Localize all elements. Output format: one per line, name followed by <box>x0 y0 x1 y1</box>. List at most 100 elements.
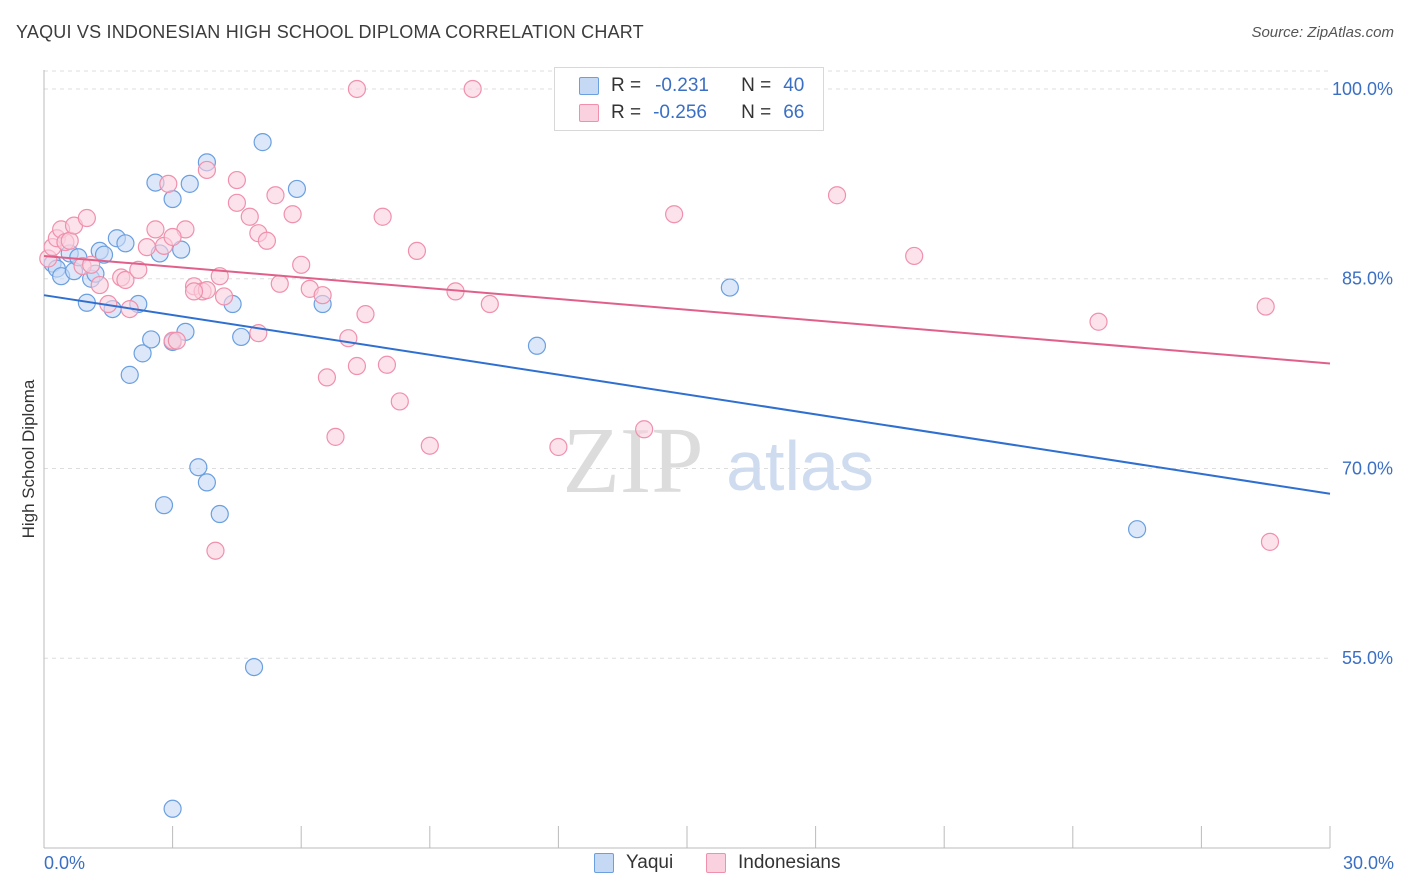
indonesians-point <box>257 231 277 250</box>
yaqui-point <box>210 504 229 524</box>
indonesians-point <box>313 286 332 305</box>
chart-source: Source: ZipAtlas.com <box>1251 24 1394 41</box>
indonesians-point <box>129 260 148 279</box>
indonesians-point <box>240 207 259 226</box>
indonesians-point <box>905 246 924 266</box>
yaqui-point <box>253 133 272 152</box>
yaqui-point <box>720 278 739 297</box>
yaqui-point <box>163 799 182 818</box>
indonesians-point <box>1256 297 1275 316</box>
legend-label-yaqui: Yaqui <box>626 852 674 873</box>
indonesians-point <box>1260 532 1280 551</box>
yaqui-point <box>232 327 251 347</box>
indonesians-swatch <box>579 104 599 122</box>
r-value: -0.231 <box>655 75 709 96</box>
indonesians-point <box>377 355 397 374</box>
axis-layer <box>43 70 1331 849</box>
indonesians-point <box>635 420 654 439</box>
yaqui-point <box>120 365 139 384</box>
yaqui-point <box>197 473 216 492</box>
indonesians-point <box>77 208 96 228</box>
yaqui-point <box>94 245 114 264</box>
indonesians-point <box>347 79 367 99</box>
indonesians-point <box>116 270 135 290</box>
indonesians-point <box>90 275 109 295</box>
yaqui-point <box>142 330 161 349</box>
stats-row-yaqui: R = -0.231 N = 40 <box>579 73 804 99</box>
indonesians-legend-swatch <box>706 853 726 873</box>
indonesians-point <box>390 392 409 411</box>
n-label: N = <box>741 102 772 123</box>
x-tick-label: 0.0% <box>44 853 85 873</box>
y-tick-label: 85.0% <box>1342 269 1393 289</box>
yaqui-point <box>116 234 135 253</box>
yaqui-point <box>172 240 191 259</box>
indonesians-point <box>1089 312 1108 331</box>
y-tick-label: 100.0% <box>1332 79 1393 99</box>
yaqui-legend-swatch <box>594 853 614 873</box>
indonesians-point <box>339 329 358 348</box>
yaqui-point <box>244 657 264 677</box>
indonesians-point <box>60 231 79 250</box>
y-axis-label: High School Diploma <box>19 379 38 538</box>
r-label: R = <box>611 75 642 96</box>
series-yaqui <box>43 133 1147 818</box>
indonesians-point <box>146 220 165 239</box>
yaqui-point <box>189 458 208 477</box>
chart-title: YAQUI VS INDONESIAN HIGH SCHOOL DIPLOMA … <box>16 22 644 42</box>
yaqui-point <box>527 336 547 355</box>
yaqui-point <box>287 179 307 199</box>
indonesians-point <box>347 356 367 376</box>
series-indonesians <box>39 79 1280 560</box>
yaqui-point <box>1127 520 1147 539</box>
indonesians-point <box>159 174 178 193</box>
n-value: 66 <box>783 102 805 123</box>
r-label: R = <box>611 102 642 123</box>
yaqui-trend-line <box>43 294 1331 495</box>
indonesians-trend-line <box>43 254 1331 365</box>
yaqui-point <box>133 344 152 363</box>
indonesians-point <box>827 186 847 205</box>
indonesians-point <box>420 436 439 455</box>
legend-item-yaqui[interactable]: Yaqui <box>594 852 673 874</box>
watermark-zip: ZIP <box>563 409 704 513</box>
indonesians-point <box>137 238 156 257</box>
indonesians-point <box>463 79 482 99</box>
points-layer <box>39 79 1280 818</box>
series-legend: Yaqui Indonesians <box>0 852 1406 878</box>
y-tick-label: 70.0% <box>1342 458 1393 478</box>
indonesians-point <box>326 427 345 446</box>
n-value: 40 <box>783 75 805 96</box>
indonesians-point <box>227 193 246 212</box>
legend-item-indonesians[interactable]: Indonesians <box>706 852 840 874</box>
yaqui-point <box>180 174 199 193</box>
indonesians-point <box>163 227 182 247</box>
trend-layer <box>43 254 1331 495</box>
indonesians-point <box>227 170 246 190</box>
label-layer: 100.0% 85.0% 70.0% 55.0% 0.0% 30.0% High Schoo… <box>19 79 1394 873</box>
x-tick-label: 30.0% <box>1343 853 1394 873</box>
indonesians-point <box>665 205 684 224</box>
yaqui-point <box>163 189 182 209</box>
indonesians-point <box>266 186 285 205</box>
y-tick-label: 55.0% <box>1342 648 1393 668</box>
indonesians-point <box>167 331 186 350</box>
r-value: -0.256 <box>653 102 707 123</box>
indonesians-point <box>283 205 302 224</box>
legend-label-indonesians: Indonesians <box>738 852 841 873</box>
indonesians-point <box>184 282 204 301</box>
indonesians-point <box>292 255 311 274</box>
stats-row-indonesians: R = -0.256 N = 66 <box>579 100 804 126</box>
watermark: ZIP atlas <box>563 409 874 513</box>
grid-layer <box>44 70 1330 659</box>
n-label: N = <box>741 75 772 96</box>
yaqui-swatch <box>579 77 599 95</box>
indonesians-point <box>480 294 499 314</box>
indonesians-point <box>197 160 216 180</box>
stats-legend: R = -0.231 N = 40 R = -0.256 N = 66 <box>554 67 824 131</box>
indonesians-point <box>373 207 392 226</box>
indonesians-point <box>206 541 225 560</box>
indonesians-point <box>214 287 234 306</box>
indonesians-point <box>270 274 289 293</box>
